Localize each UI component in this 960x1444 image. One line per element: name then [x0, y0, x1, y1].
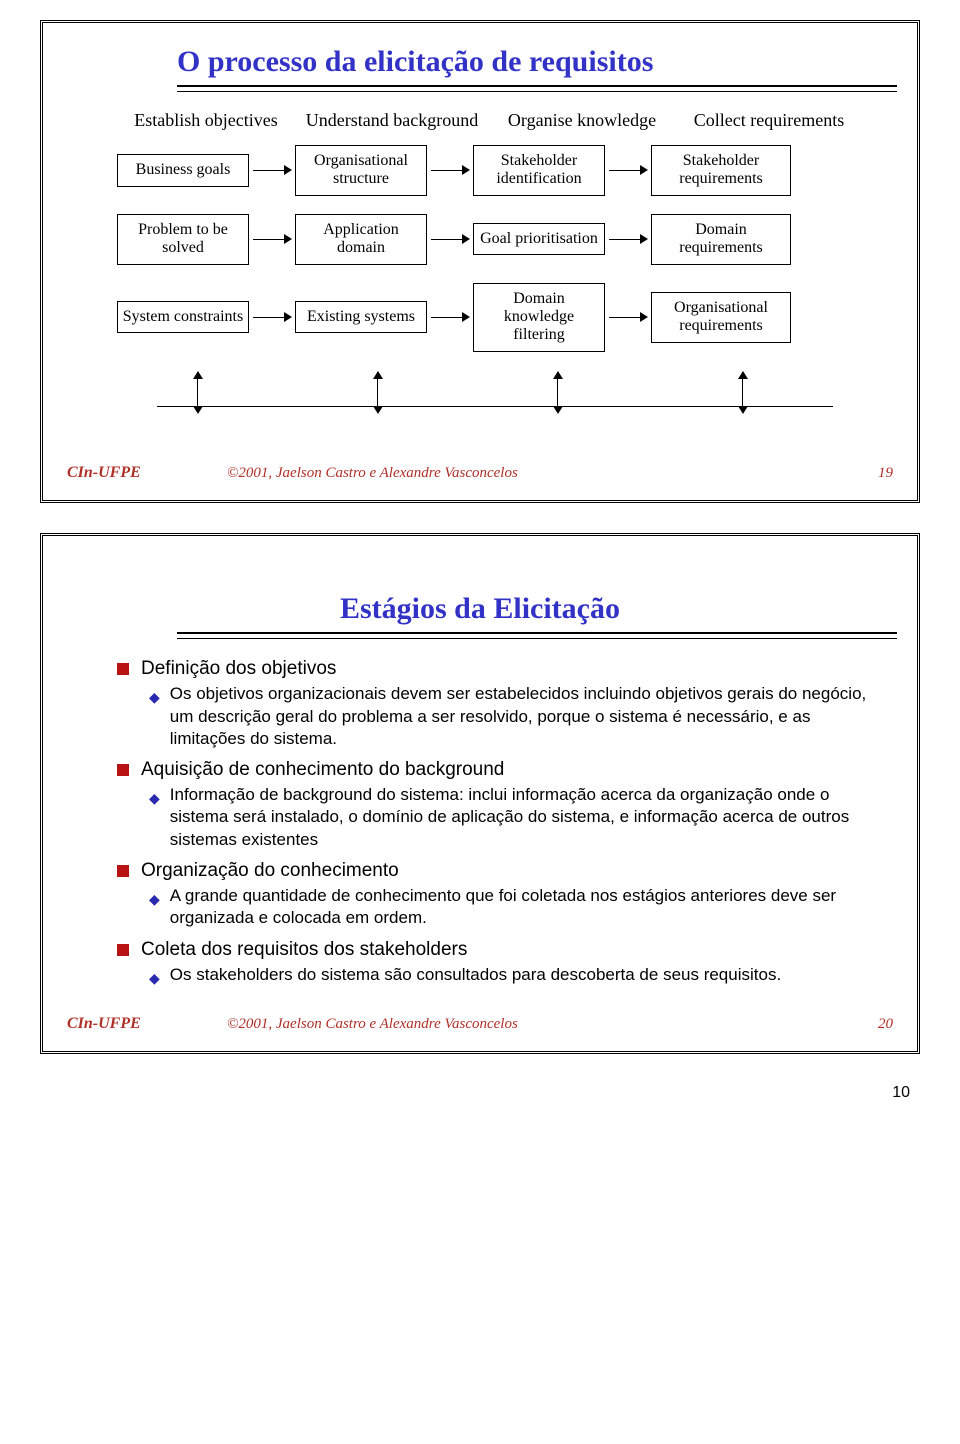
arrow-right-icon: [427, 160, 473, 180]
diamond-bullet-icon: ◆: [149, 969, 160, 987]
square-bullet-icon: [117, 663, 129, 675]
col-header: Collect requirements: [675, 110, 863, 131]
diagram-row: Problem to be solved Application domain …: [117, 214, 873, 265]
arrow-right-icon: [605, 160, 651, 180]
footer-org: CIn-UFPE: [67, 1015, 227, 1033]
slide-1: O processo da elicitação de requisitos E…: [40, 20, 920, 503]
diamond-bullet-icon: ◆: [149, 890, 160, 929]
connector-tick: [742, 372, 743, 406]
diagram-box: System constraints: [117, 301, 249, 333]
connector-tick: [377, 372, 378, 406]
diagram-box: Business goals: [117, 154, 249, 186]
page-number: 10: [0, 1084, 960, 1102]
diagram-row: System constraints Existing systems Doma…: [117, 283, 873, 352]
bullet-label: Definição dos objetivos: [141, 657, 336, 682]
bullet-level2: ◆ Os objetivos organizacionais devem ser…: [149, 683, 883, 749]
square-bullet-icon: [117, 944, 129, 956]
footer-org: CIn-UFPE: [67, 464, 227, 482]
bullet-label: Coleta dos requisitos dos stakeholders: [141, 938, 467, 963]
square-bullet-icon: [117, 865, 129, 877]
process-diagram: Establish objectives Understand backgrou…: [117, 110, 873, 436]
footer-slide-number: 20: [853, 1016, 893, 1033]
slide-title: Estágios da Elicitação: [67, 592, 893, 626]
column-headers-row: Establish objectives Understand backgrou…: [117, 110, 873, 131]
slide-footer: CIn-UFPE ©2001, Jaelson Castro e Alexand…: [67, 464, 893, 482]
title-rule: [177, 85, 897, 92]
diamond-bullet-icon: ◆: [149, 688, 160, 749]
converge-connector: [157, 372, 833, 436]
bullet-text: Informação de background do sistema: inc…: [170, 784, 883, 850]
col-header: Establish objectives: [117, 110, 295, 131]
footer-copyright: ©2001, Jaelson Castro e Alexandre Vascon…: [227, 1016, 853, 1033]
col-header: Understand background: [295, 110, 489, 131]
arrow-right-icon: [427, 307, 473, 327]
arrow-right-icon: [249, 307, 295, 327]
connector-line: [157, 406, 833, 407]
diagram-box: Domain requirements: [651, 214, 791, 265]
diagram-box: Existing systems: [295, 301, 427, 333]
diagram-box: Organisational requirements: [651, 292, 791, 343]
connector-tick: [557, 372, 558, 406]
diagram-box: Organisational structure: [295, 145, 427, 196]
arrow-right-icon: [249, 229, 295, 249]
page: O processo da elicitação de requisitos E…: [0, 0, 960, 1132]
arrow-right-icon: [249, 160, 295, 180]
arrow-right-icon: [605, 229, 651, 249]
diagram-box: Problem to be solved: [117, 214, 249, 265]
diagram-box: Application domain: [295, 214, 427, 265]
diagram-row: Business goals Organisational structure …: [117, 145, 873, 196]
diagram-box: Stakeholder requirements: [651, 145, 791, 196]
diamond-bullet-icon: ◆: [149, 789, 160, 850]
square-bullet-icon: [117, 764, 129, 776]
arrow-right-icon: [605, 307, 651, 327]
bullet-text: A grande quantidade de conhecimento que …: [170, 885, 883, 929]
connector-tick: [197, 372, 198, 406]
diagram-box: Goal prioritisation: [473, 223, 605, 255]
bullet-label: Organização do conhecimento: [141, 859, 399, 884]
title-rule: [177, 632, 897, 639]
slide-2: Estágios da Elicitação Definição dos obj…: [40, 533, 920, 1055]
bullet-level1: Definição dos objetivos: [117, 657, 883, 682]
slide-footer: CIn-UFPE ©2001, Jaelson Castro e Alexand…: [67, 1015, 893, 1033]
diagram-box: Domain knowledge filtering: [473, 283, 605, 352]
footer-copyright: ©2001, Jaelson Castro e Alexandre Vascon…: [227, 465, 853, 482]
bullet-level1: Organização do conhecimento: [117, 859, 883, 884]
arrow-right-icon: [427, 229, 473, 249]
bullet-list: Definição dos objetivos ◆ Os objetivos o…: [117, 657, 883, 988]
col-header: Organise knowledge: [489, 110, 675, 131]
diagram-box: Stakeholder identification: [473, 145, 605, 196]
bullet-text: Os stakeholders do sistema são consultad…: [170, 964, 781, 987]
bullet-label: Aquisição de conhecimento do background: [141, 758, 504, 783]
bullet-level2: ◆ Informação de background do sistema: i…: [149, 784, 883, 850]
bullet-level1: Aquisição de conhecimento do background: [117, 758, 883, 783]
slide-title: O processo da elicitação de requisitos: [177, 45, 893, 79]
bullet-level1: Coleta dos requisitos dos stakeholders: [117, 938, 883, 963]
bullet-level2: ◆ A grande quantidade de conhecimento qu…: [149, 885, 883, 929]
bullet-text: Os objetivos organizacionais devem ser e…: [170, 683, 883, 749]
bullet-level2: ◆ Os stakeholders do sistema são consult…: [149, 964, 883, 987]
footer-slide-number: 19: [853, 465, 893, 482]
